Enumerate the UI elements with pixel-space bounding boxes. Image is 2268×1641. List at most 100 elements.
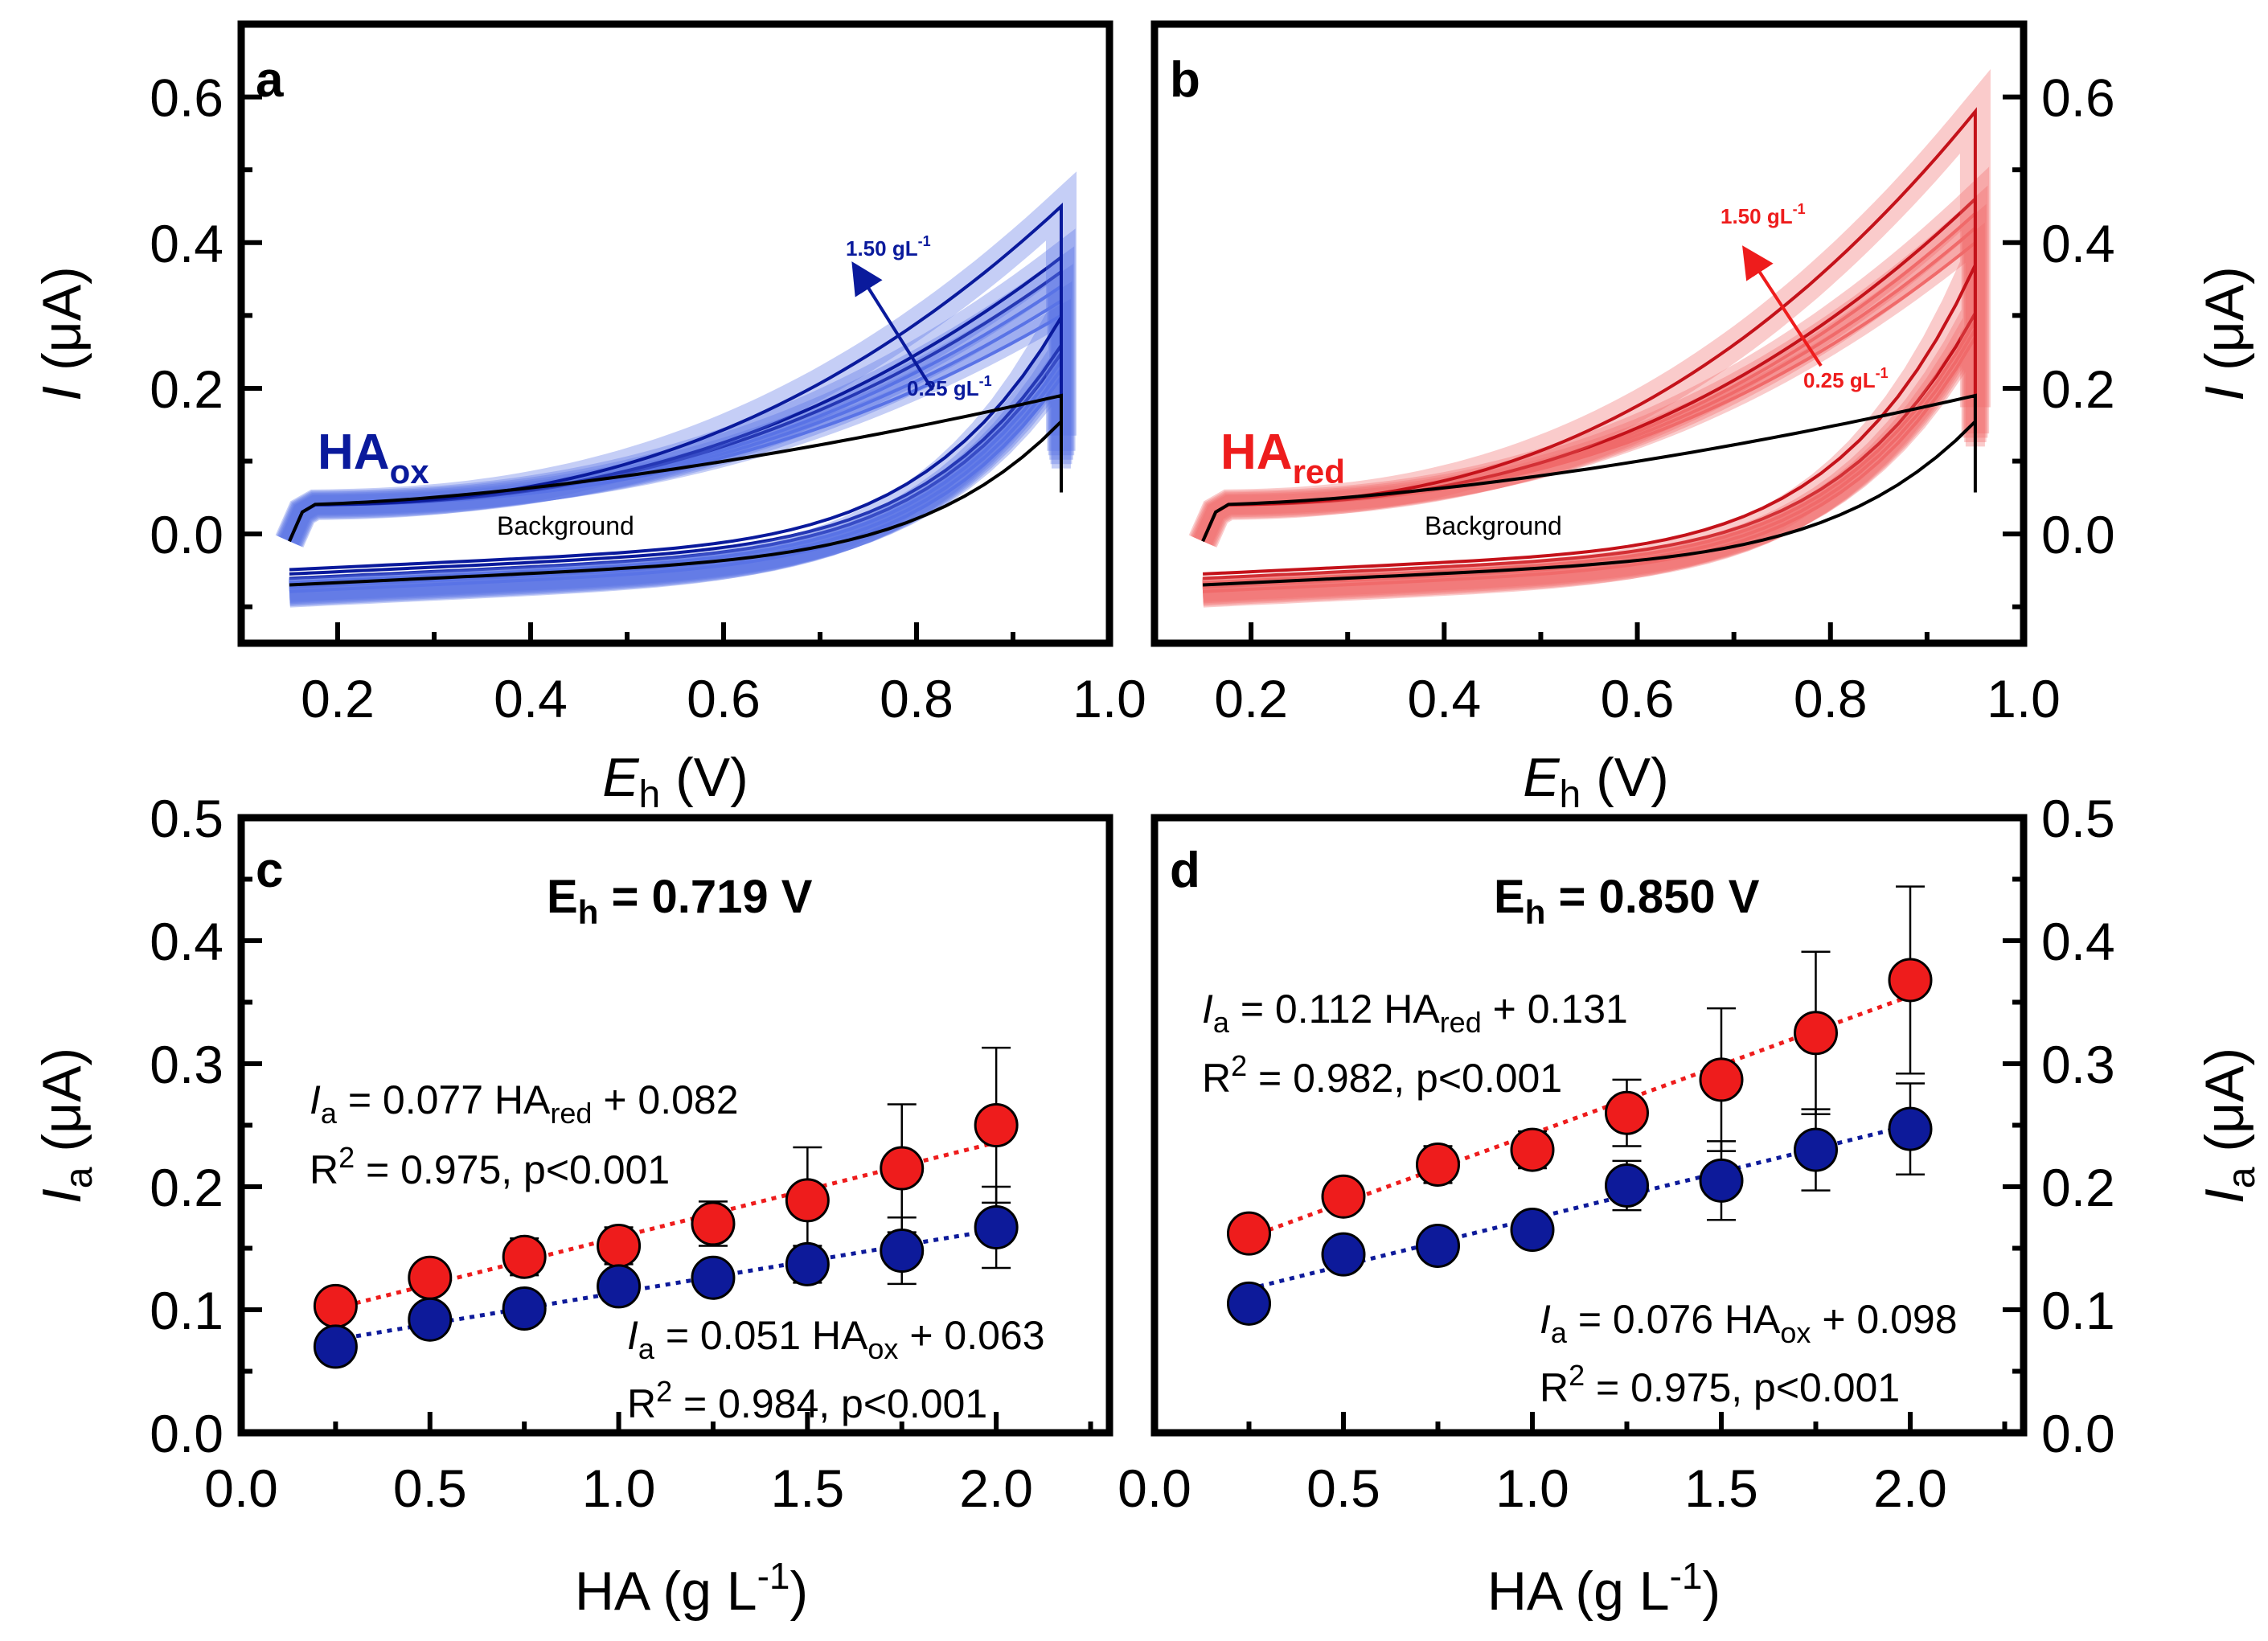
panel-c-point-red: [785, 1178, 830, 1223]
panel-d-point-red: [1416, 1142, 1460, 1187]
panel-c-x-tick-label: 1.0: [582, 1458, 656, 1518]
panel-a-arrow-top-label: 1.50 gL-1: [846, 233, 931, 261]
panel-d-point-red: [1699, 1057, 1744, 1102]
panel-d-point-ox: [1321, 1232, 1366, 1277]
panel-d-point-ox: [1605, 1163, 1649, 1208]
cv-line-1.50 gL-1: [1201, 107, 1977, 576]
panel-d-y-tick-label: 0.4: [2041, 912, 2115, 971]
panel-c-x-tick-label: 1.5: [770, 1458, 844, 1518]
panel-a-y-tick-label: 0.2: [150, 359, 224, 419]
panel-d-point-ox: [1416, 1223, 1460, 1268]
panel-b-x-tick-label: 0.8: [1794, 669, 1868, 728]
panel-c-point-red: [597, 1223, 642, 1268]
panel-a-label: a: [256, 52, 284, 108]
panel-d-point-red: [1794, 1011, 1838, 1056]
panel-a-background-label: Background: [497, 511, 634, 540]
panel-d-point-ox: [1227, 1281, 1271, 1326]
panel-b-x-tick-label: 1.0: [1987, 669, 2061, 728]
cv-line-background: [1201, 393, 1977, 587]
panel-d-point-ox: [1794, 1127, 1838, 1172]
panel-d-y-tick-label: 0.0: [2041, 1404, 2115, 1463]
panel-c-point-red: [691, 1201, 736, 1246]
panel-c-y-tick-label: 0.1: [150, 1281, 224, 1340]
panel-d-point-red: [1605, 1090, 1649, 1135]
panel-c-x-tick-label: 0.5: [393, 1458, 467, 1518]
panel-c-point-red: [313, 1283, 358, 1328]
panel-c-red-r2: R2 = 0.975, p<0.001: [310, 1141, 670, 1192]
panel-c-point-red: [408, 1255, 453, 1300]
panel-d-x-tick-label: 0.5: [1306, 1458, 1380, 1518]
panel-a-y-axis-label: I (μA): [31, 266, 92, 401]
panel-b-y-tick-label: 0.2: [2041, 359, 2115, 419]
panel-a-frame: [237, 20, 1113, 647]
panel-a-y-tick-label: 0.6: [150, 68, 224, 128]
panel-d-point-red: [1510, 1127, 1555, 1172]
panel-b-arrow-top-label: 1.50 gL-1: [1720, 201, 1806, 228]
panel-d-x-axis-label: HA (g L-1): [1487, 1555, 1720, 1622]
panel-b: 0.2 0.4 0.6 0.8 1.0 0.0 0.2 0.4 0.6 b HAred Back…: [1150, 20, 2255, 816]
panel-c-point-red: [880, 1146, 925, 1191]
panel-d-point-ox: [1510, 1208, 1555, 1253]
panel-b-y-axis-label: I (μA): [2194, 266, 2255, 401]
panel-d-point-ox: [1888, 1106, 1933, 1151]
panel-d-label: d: [1170, 843, 1200, 898]
panel-b-y-tick-label: 0.6: [2041, 68, 2115, 128]
panel-b-label: b: [1170, 52, 1200, 108]
panel-c-point-red: [974, 1103, 1019, 1147]
panel-a-y-tick-label: 0.0: [150, 505, 224, 564]
panel-b-ticks: 0.2 0.4 0.6 0.8 1.0 0.0 0.2 0.4 0.6: [1152, 22, 2115, 728]
panel-a-curves: [275, 171, 1077, 608]
panel-d-x-tick-label: 1.0: [1495, 1458, 1569, 1518]
panel-b-x-axis-label: Eh (V): [1523, 747, 1669, 816]
panel-d-ox-equation: Ia = 0.076 HAox + 0.098: [1540, 1297, 1958, 1349]
panel-b-y-tick-label: 0.4: [2041, 214, 2115, 273]
panel-b-background-label: Background: [1425, 511, 1562, 540]
panel-b-conc-arrow: [1742, 245, 1823, 367]
panel-d-red-r2: R2 = 0.982, p<0.001: [1202, 1049, 1562, 1101]
panel-a-arrow-bottom-label: 0.25 gL-1: [907, 373, 992, 400]
panel-a-species-label: HAox: [318, 425, 429, 490]
cv-band-1.50 gL-1: [1188, 69, 1991, 608]
panel-d-x-tick-label: 1.5: [1684, 1458, 1758, 1518]
panel-c-point-ox: [502, 1286, 547, 1331]
panel-b-y-tick-label: 0.0: [2041, 505, 2115, 564]
panel-c-y-tick-label: 0.4: [150, 912, 224, 971]
panel-a-ticks: 0.2 0.4 0.6 0.8 1.0 0.0 0.2 0.4 0.6: [150, 22, 1146, 728]
panel-d-x-tick-label: 0.0: [1118, 1458, 1191, 1518]
panel-c-y-tick-label: 0.2: [150, 1158, 224, 1217]
panel-c: 0.0 0.5 1.0 1.5 2.0 0.0 0.1 0.2 0.3 0.4 0.5 c Eh =…: [31, 789, 1113, 1622]
panel-c-ticks: 0.0 0.5 1.0 1.5 2.0 0.0 0.1 0.2 0.3 0.4 0.5: [150, 789, 1093, 1518]
panel-c-y-axis-label: Ia (μA): [31, 1048, 100, 1204]
panel-c-point-ox: [880, 1229, 925, 1274]
panel-d-y-tick-label: 0.2: [2041, 1158, 2115, 1217]
panel-d-point-red: [1888, 958, 1933, 1003]
panel-c-y-tick-label: 0.3: [150, 1035, 224, 1094]
panel-a-conc-arrow: [851, 261, 934, 392]
panel-c-point-red: [502, 1234, 547, 1279]
panel-d-ticks: 0.0 0.5 1.0 1.5 2.0 0.0 0.1 0.2 0.3 0.4 0.5: [1118, 789, 2115, 1518]
panel-b-curves: [1188, 69, 1991, 608]
panel-c-point-ox: [597, 1264, 642, 1309]
panel-c-label: c: [256, 843, 283, 898]
panel-c-y-tick-label: 0.5: [150, 789, 224, 848]
panel-c-point-ox: [313, 1324, 358, 1369]
cv-line-background: [288, 393, 1063, 587]
panel-d-y-axis-label: Ia (μA): [2194, 1048, 2263, 1204]
panel-d-point-ox: [1699, 1158, 1744, 1203]
panel-a-x-tick-label: 0.2: [301, 669, 375, 728]
panel-d-y-tick-label: 0.1: [2041, 1281, 2115, 1340]
panel-d-y-tick-label: 0.3: [2041, 1035, 2115, 1094]
panel-c-point-ox: [974, 1204, 1019, 1249]
panel-c-x-tick-label: 0.0: [204, 1458, 278, 1518]
panel-a-y-tick-label: 0.4: [150, 214, 224, 273]
panel-d-x-tick-label: 2.0: [1873, 1458, 1947, 1518]
panel-c-x-axis-label: HA (g L-1): [575, 1555, 808, 1622]
panel-a-x-tick-label: 0.4: [494, 669, 568, 728]
panel-c-point-ox: [408, 1297, 453, 1342]
panel-c-point-ox: [785, 1241, 830, 1286]
panel-c-points: [313, 1046, 1019, 1369]
cv-line-1.25 gL-1: [288, 253, 1063, 576]
panel-d: 0.0 0.5 1.0 1.5 2.0 0.0 0.1 0.2 0.3 0.4 0.5 d Eh =…: [1118, 789, 2263, 1622]
panel-d-point-red: [1227, 1211, 1271, 1256]
